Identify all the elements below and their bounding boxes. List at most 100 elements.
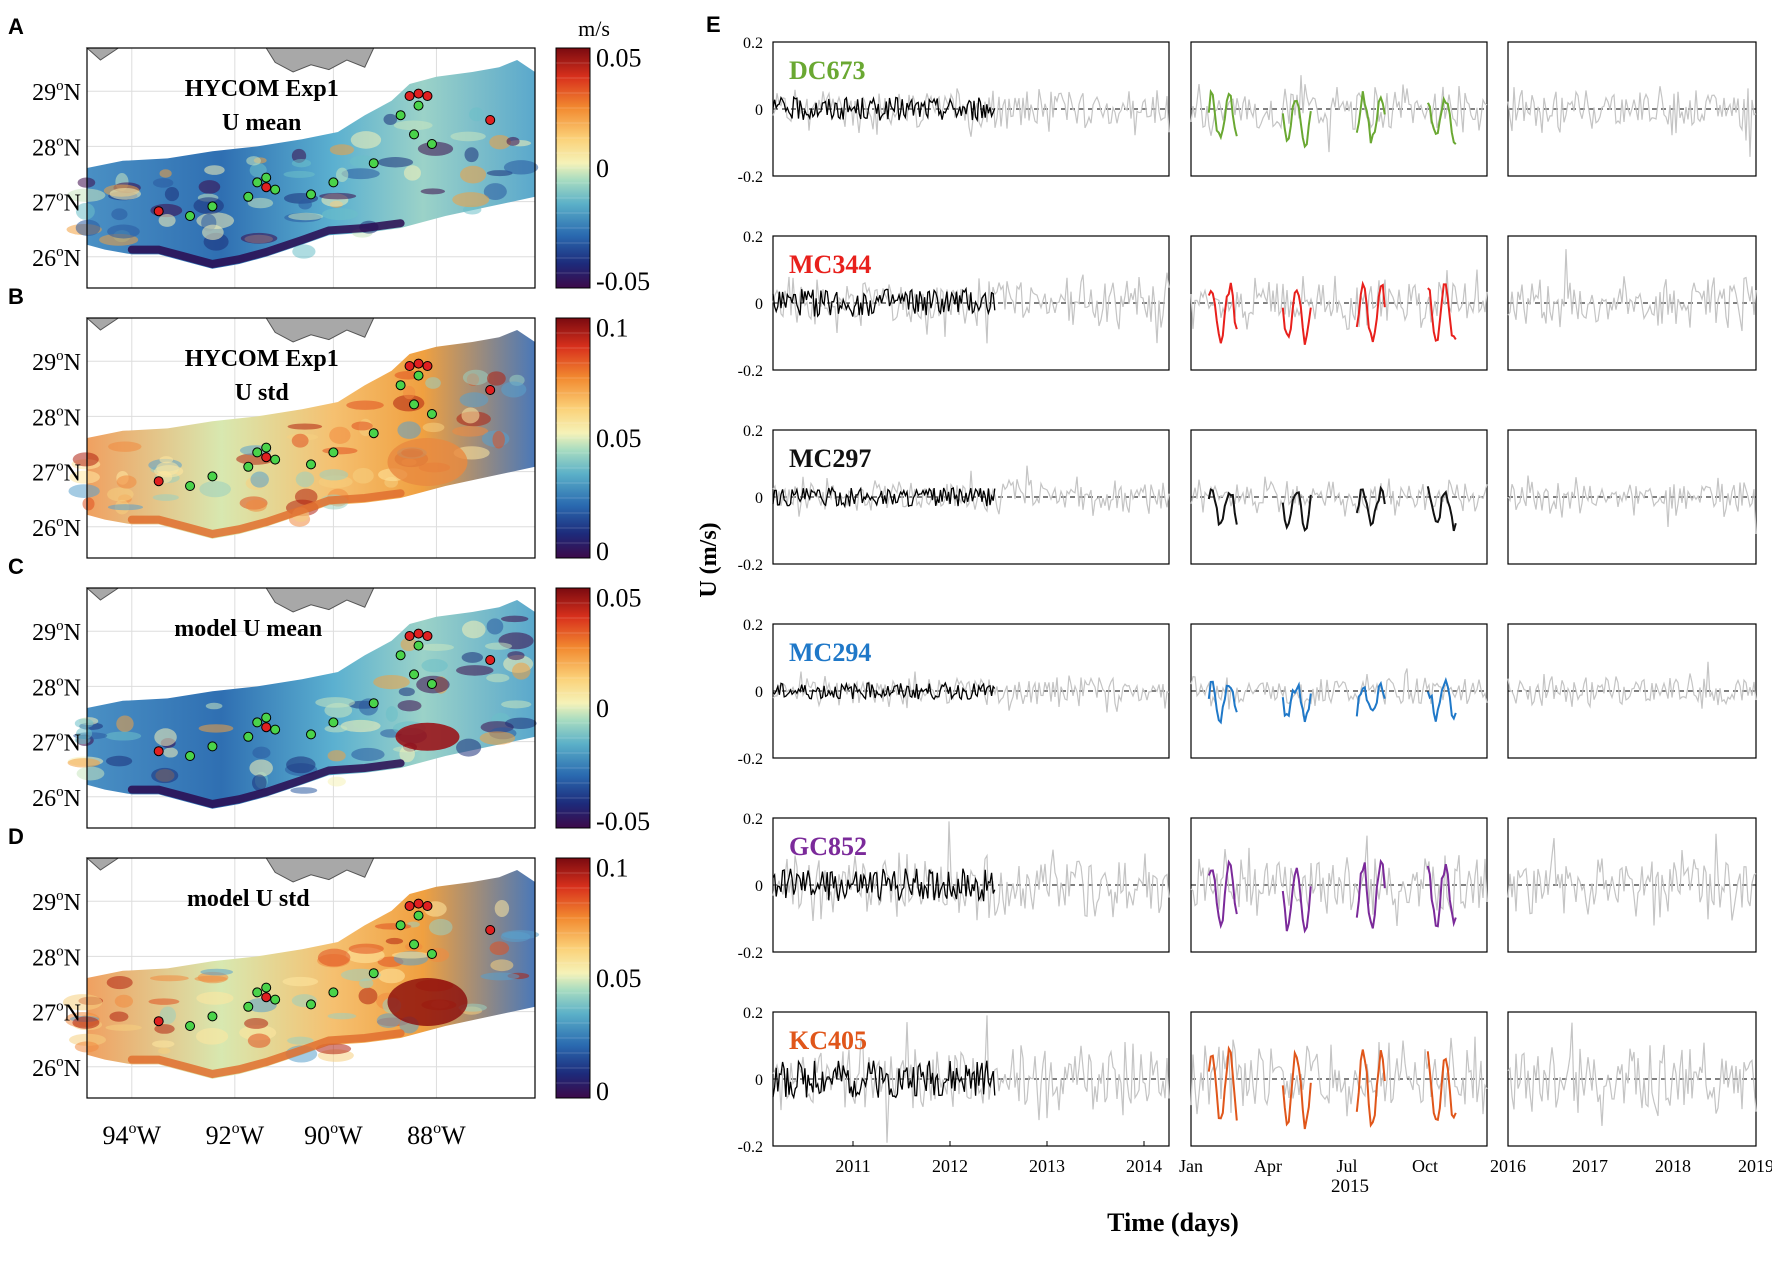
land-mass — [265, 317, 375, 343]
field-blotch — [107, 487, 134, 502]
eddy-feature — [387, 978, 468, 1026]
mooring-marker — [261, 712, 272, 723]
observed-series-line — [772, 485, 996, 509]
field-blotch — [76, 727, 93, 740]
y-tick-label: 0.2 — [743, 229, 763, 246]
mooring-marker — [252, 987, 263, 998]
field-blotch — [287, 1036, 314, 1045]
mooring-marker — [306, 999, 316, 1010]
mooring-marker — [368, 428, 379, 439]
field-blotch — [340, 719, 381, 733]
mooring-marker — [207, 471, 218, 482]
field-blotch — [240, 232, 278, 244]
colorbar-tick-label: 0 — [596, 694, 609, 723]
mooring-marker — [270, 454, 281, 465]
field-blotch — [152, 178, 174, 188]
mooring-marker — [422, 91, 433, 101]
station-label: KC405 — [789, 1026, 867, 1055]
field-blotch — [252, 774, 267, 791]
seasonal-segment-line — [1355, 280, 1386, 343]
seasonal-segment-line — [1426, 676, 1457, 722]
field-blotch — [198, 180, 221, 194]
mooring-marker — [306, 189, 316, 200]
eddy-feature — [395, 722, 460, 751]
colorbar-gradient — [555, 587, 591, 829]
field-blotch — [492, 430, 505, 449]
field-blotch — [459, 392, 489, 408]
slope-band — [127, 759, 405, 809]
field-blotch — [397, 421, 421, 439]
x-tick-label: 2016 — [1490, 1156, 1526, 1176]
map-frame — [86, 857, 536, 1099]
mooring-marker — [153, 1016, 164, 1027]
colorbar-gradient — [555, 317, 591, 559]
station-row-mc294: 0.2 0 -0.2 MC294 — [738, 617, 1757, 768]
y-tick-label: 0 — [755, 490, 763, 507]
field-blotch — [196, 991, 234, 1005]
gray-series-line — [1190, 1036, 1488, 1117]
field-blotch — [490, 959, 514, 972]
mooring-marker — [422, 901, 433, 911]
field-blotch — [377, 157, 414, 168]
seasonal-segment-line — [1207, 859, 1238, 930]
lat-tick-label: 28oN — [32, 673, 81, 701]
lon-tick-label: 90oW — [304, 1120, 363, 1150]
x-tick-label: Apr — [1254, 1156, 1282, 1176]
field-blotch — [419, 643, 454, 651]
mooring-marker — [252, 447, 263, 458]
mooring-marker — [185, 211, 196, 221]
mooring-marker — [153, 476, 164, 487]
colorbar-unit: m/s — [578, 16, 610, 41]
field-blotch — [245, 499, 267, 512]
field-blotch — [321, 208, 359, 221]
field-blotch — [116, 475, 137, 489]
field-blotch — [294, 488, 318, 505]
field-blotch — [494, 899, 510, 918]
field-blotch — [327, 750, 346, 762]
lat-tick-label: 29oN — [32, 888, 81, 916]
lat-tick-label: 28oN — [32, 943, 81, 971]
mooring-marker — [261, 992, 272, 1003]
seasonal-segment-line — [1426, 864, 1457, 928]
field-blotch — [72, 1016, 100, 1029]
mooring-marker — [413, 88, 424, 99]
field-blotch — [420, 188, 446, 195]
lat-tick-label: 28oN — [32, 133, 81, 161]
seasonal-segment-line — [1355, 1049, 1386, 1128]
mooring-marker — [306, 459, 316, 470]
seasonal-segment-line — [1426, 486, 1457, 532]
field-blotch — [486, 618, 504, 635]
field-blotch — [152, 494, 179, 501]
station-label: MC297 — [789, 444, 871, 473]
mooring-marker — [413, 370, 424, 381]
current-field — [87, 600, 535, 809]
station-row-kc405: 0.2 0 -0.2 KC405 — [738, 1005, 1757, 1156]
field-blotch — [501, 930, 540, 940]
field-blotch — [327, 776, 346, 787]
field-blotch — [295, 471, 315, 488]
y-tick-label: 0 — [755, 878, 763, 895]
map-panels: A HYCOM Exp1 U mean 29oN 28oN 27oN 26oN 0.05 0 -0… — [8, 14, 650, 1150]
mooring-marker — [404, 361, 415, 371]
field-blotch — [315, 697, 355, 708]
station-row-gc852: 0.2 0 -0.2 GC852 — [738, 811, 1757, 962]
field-blotch — [75, 202, 95, 220]
field-blotch — [116, 715, 134, 733]
mooring-marker — [368, 158, 379, 169]
seasonal-segment-line — [1281, 681, 1312, 723]
field-blotch — [246, 156, 261, 166]
field-blotch — [199, 481, 231, 498]
current-field — [87, 870, 535, 1079]
field-blotch — [501, 381, 527, 398]
gray-series-line — [772, 821, 1170, 922]
y-tick-label: 0.2 — [743, 423, 763, 440]
time-series-panel: 0.20-0.2DC6730.20-0.2MC3440.20-0.2MC2970… — [738, 35, 1772, 1176]
mooring-marker — [409, 939, 420, 950]
mooring-marker — [243, 461, 254, 472]
field-blotch — [391, 951, 431, 959]
field-blotch — [82, 497, 95, 511]
field-blotch — [400, 637, 418, 652]
field-blotch — [480, 972, 520, 981]
colorbar-tick-label: -0.05 — [596, 267, 650, 296]
field-blotch — [319, 192, 357, 200]
